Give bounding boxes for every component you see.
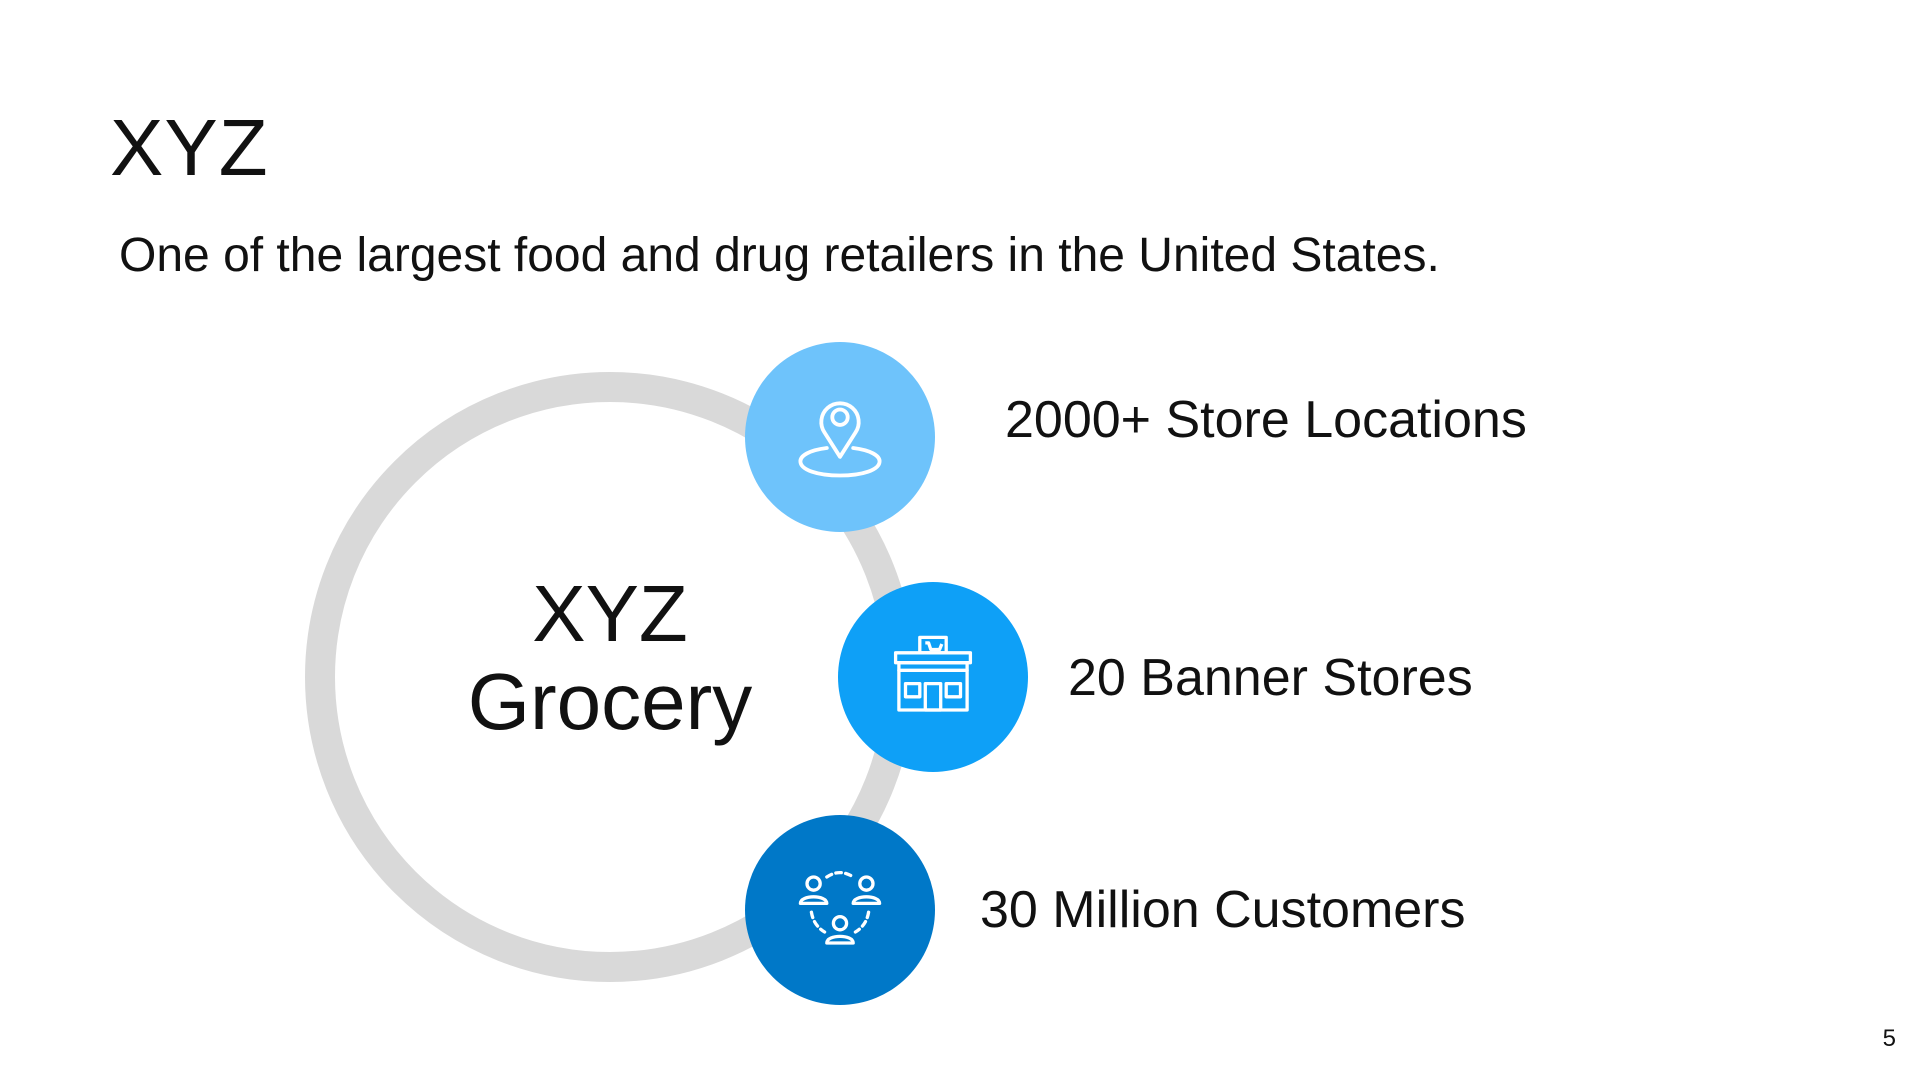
page-number: 5 xyxy=(1882,1025,1896,1052)
center-label: XYZ Grocery xyxy=(405,570,815,746)
slide-subtitle: One of the largest food and drug retaile… xyxy=(119,229,1440,282)
stat-node-locations xyxy=(745,342,935,532)
location-pin-icon xyxy=(798,401,882,478)
center-label-line1: XYZ xyxy=(532,569,688,658)
stat-node-banner-stores xyxy=(838,582,1028,772)
customers-network-icon xyxy=(798,870,882,945)
stat-customers: 30 Million Customers xyxy=(980,881,1466,939)
center-label-line2: Grocery xyxy=(467,657,753,746)
slide-title: XYZ xyxy=(110,103,269,192)
stat-store-locations: 2000+ Store Locations xyxy=(1005,391,1527,449)
stat-node-customers xyxy=(745,815,935,1005)
stat-banner-stores: 20 Banner Stores xyxy=(1068,649,1473,707)
storefront-icon xyxy=(893,635,973,712)
